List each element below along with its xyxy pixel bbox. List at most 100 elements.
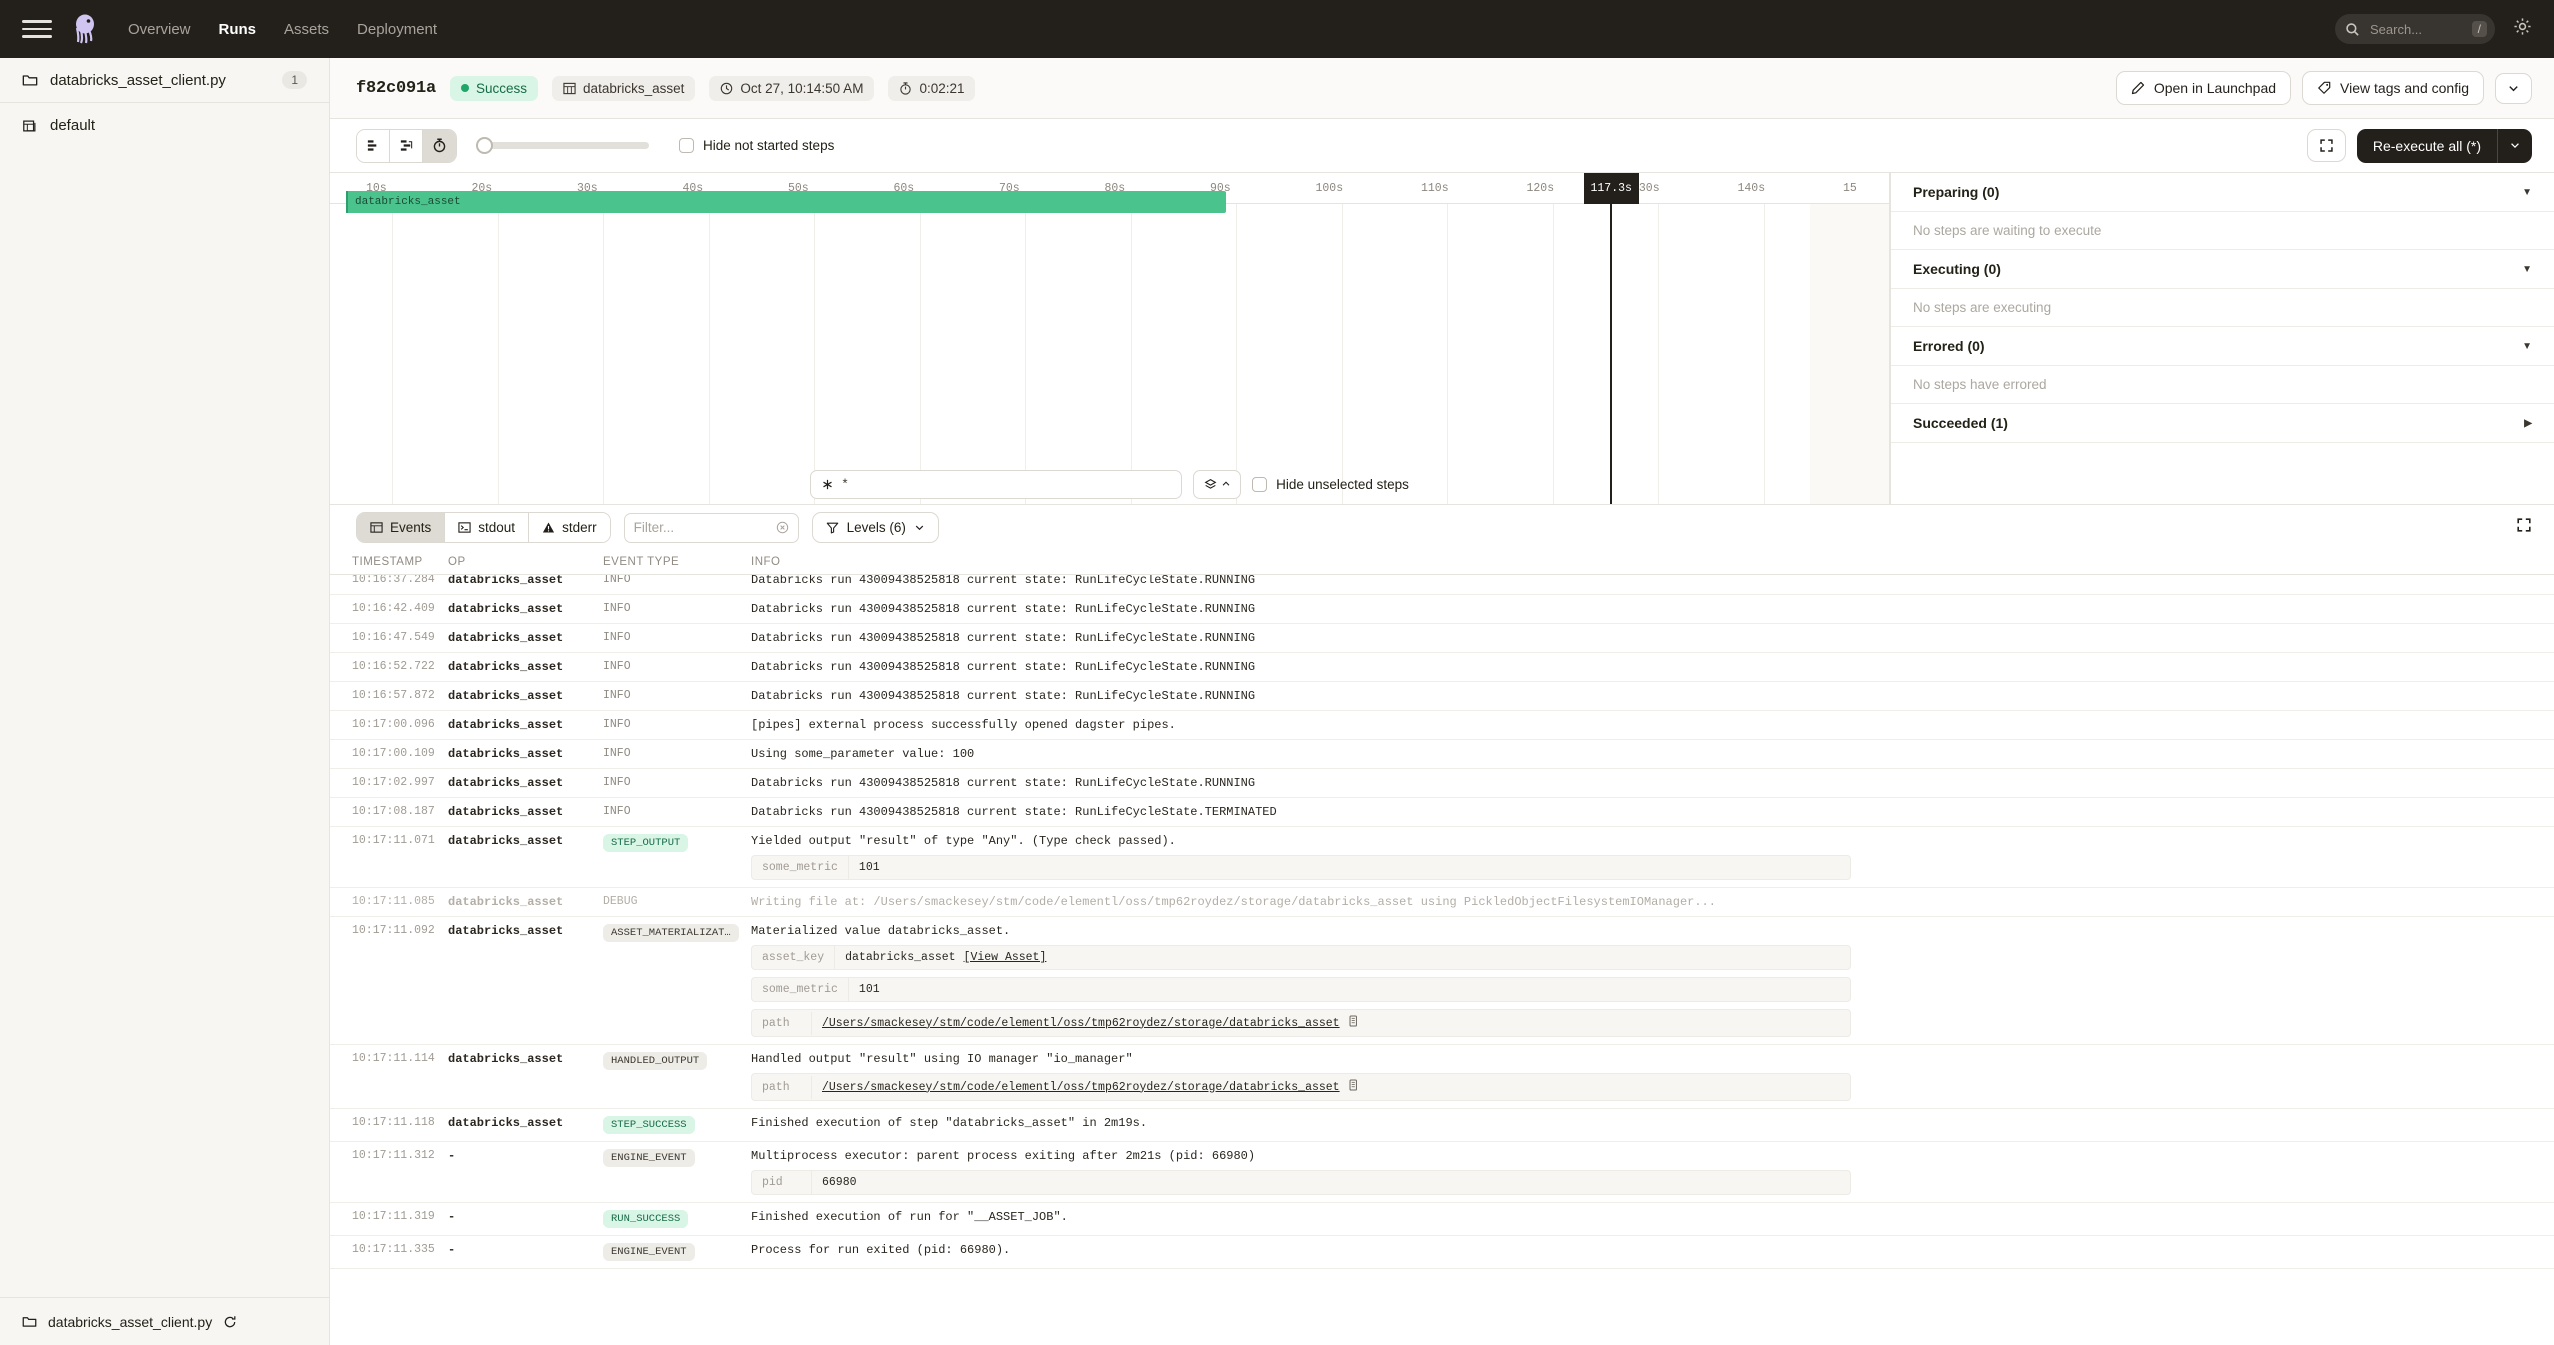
gantt-tick-label: 15: [1843, 182, 1857, 195]
hamburger-icon[interactable]: [22, 14, 52, 44]
hide-unselected-steps-label: Hide unselected steps: [1276, 476, 1409, 492]
chevron-right-icon[interactable]: ▶: [2524, 417, 2532, 429]
event-type-badge: RUN_SUCCESS: [603, 1210, 689, 1228]
chevron-down-icon[interactable]: ▼: [2522, 186, 2532, 198]
chevron-down-icon[interactable]: ▼: [2522, 340, 2532, 352]
re-execute-caret-icon[interactable]: [2497, 128, 2532, 163]
log-cell-timestamp: 10:16:57.872: [352, 689, 435, 702]
log-cell-event-type: INFO: [603, 718, 631, 731]
log-message: Using some_parameter value: 100: [751, 747, 975, 761]
table-row[interactable]: 10:17:00.096 databricks_asset INFO [pipes] …: [330, 711, 2554, 740]
table-row[interactable]: 10:16:57.872 databricks_asset INFO Databric…: [330, 682, 2554, 711]
log-message: Materialized value databricks_asset.: [751, 924, 1011, 938]
log-cell-event-type: INFO: [603, 660, 631, 673]
gantt-gridline: [1341, 204, 1343, 504]
status-section-header[interactable]: Preparing (0) ▼: [1891, 173, 2554, 212]
log-filter-input[interactable]: Filter...: [623, 512, 799, 543]
table-row[interactable]: 10:16:37.284 databricks_asset INFO Databric…: [330, 575, 2554, 595]
status-section-header[interactable]: Executing (0) ▼: [1891, 250, 2554, 289]
copy-icon[interactable]: [1348, 1015, 1359, 1031]
step-query-input[interactable]: *: [810, 469, 1183, 499]
dagster-logo[interactable]: [68, 12, 102, 46]
gantt-bar[interactable]: databricks_asset: [346, 191, 1226, 213]
checkbox-box[interactable]: [679, 138, 694, 153]
status-badge: Success: [450, 75, 539, 101]
status-section-title: Errored (0): [1913, 338, 1985, 354]
log-cell-op: databricks_asset: [448, 660, 564, 674]
hide-not-started-steps-checkbox[interactable]: Hide not started steps: [679, 138, 834, 153]
global-search-button[interactable]: Search... /: [2335, 14, 2495, 44]
gantt-plot-area: databricks_asset: [330, 173, 1889, 504]
status-section-header[interactable]: Succeeded (1) ▶: [1891, 404, 2554, 443]
status-dot-icon: [461, 84, 470, 92]
status-section-header[interactable]: Errored (0) ▼: [1891, 327, 2554, 366]
log-cell-op: -: [448, 1149, 456, 1163]
table-row[interactable]: 10:17:11.319- RUN_SUCCESS Finished executi…: [330, 1203, 2554, 1236]
table-row[interactable]: 10:17:11.085 databricks_asset DEBUG Writing…: [330, 888, 2554, 917]
view-asset-link[interactable]: [View Asset]: [963, 951, 1047, 964]
nav-link-assets[interactable]: Assets: [284, 20, 330, 38]
flat-view-icon[interactable]: [357, 129, 390, 162]
event-type-badge: STEP_OUTPUT: [603, 834, 689, 852]
log-cell-timestamp: 10:16:37.284: [352, 575, 435, 586]
gantt-zoom-slider[interactable]: [476, 137, 649, 154]
table-row[interactable]: 10:17:11.071 databricks_asset STEP_OUTPUT Y…: [330, 827, 2554, 888]
slider-thumb[interactable]: [476, 137, 493, 154]
waterfall-view-icon[interactable]: [390, 129, 423, 162]
table-row[interactable]: 10:17:02.997 databricks_asset INFO Databric…: [330, 769, 2554, 798]
hide-unselected-steps-checkbox[interactable]: Hide unselected steps: [1252, 476, 1409, 492]
sidebar-footer-label: databricks_asset_client.py: [48, 1313, 213, 1330]
expand-logs-button[interactable]: [2516, 517, 2532, 538]
chevron-down-icon[interactable]: ▼: [2522, 263, 2532, 275]
log-message: Databricks run 43009438525818 current st…: [751, 776, 1256, 790]
table-row[interactable]: 10:17:11.092 databricks_asset ASSET_MATERI…: [330, 917, 2554, 1045]
re-execute-all-button[interactable]: Re-execute all (*): [2356, 128, 2532, 163]
table-row[interactable]: 10:16:52.722 databricks_asset INFO Databric…: [330, 653, 2554, 682]
table-row[interactable]: 10:17:11.114 databricks_asset HANDLED_OUTP…: [330, 1045, 2554, 1109]
view-tags-and-config-button[interactable]: View tags and config: [2302, 71, 2484, 105]
event-type-badge: ENGINE_EVENT: [603, 1243, 695, 1261]
table-row[interactable]: 10:17:11.312- ENGINE_EVENT Multiprocess ex…: [330, 1142, 2554, 1203]
table-row[interactable]: 10:17:11.118 databricks_asset STEP_SUCCESS…: [330, 1109, 2554, 1142]
log-cell-info: Process for run exited (pid: 66980).: [751, 1236, 2554, 1268]
log-levels-button[interactable]: Levels (6): [811, 512, 939, 543]
metadata-value-text[interactable]: /Users/smackesey/stm/code/elementl/oss/t…: [822, 1016, 1340, 1030]
nav-link-overview[interactable]: Overview: [128, 20, 191, 38]
table-row[interactable]: 10:17:11.335- ENGINE_EVENT Process for run…: [330, 1236, 2554, 1269]
expand-gantt-button[interactable]: [2306, 129, 2346, 162]
gantt-gridline: [1236, 204, 1237, 504]
terminal-icon: [458, 522, 471, 533]
log-filter-placeholder: Filter...: [633, 520, 675, 535]
timing-view-icon[interactable]: [423, 129, 456, 162]
tab-stdout[interactable]: stdout: [445, 513, 530, 542]
nav-link-deployment[interactable]: Deployment: [357, 20, 438, 38]
open-in-launchpad-button[interactable]: Open in Launchpad: [2115, 71, 2292, 105]
open-in-launchpad-label: Open in Launchpad: [2153, 80, 2277, 96]
gear-icon[interactable]: [2513, 17, 2532, 41]
step-selection-layers-button[interactable]: [1193, 469, 1242, 499]
run-more-actions-button[interactable]: [2495, 72, 2532, 104]
log-cell-op: -: [448, 1210, 456, 1224]
column-header-op: OP: [448, 556, 466, 568]
table-row[interactable]: 10:17:08.187 databricks_asset INFO Databric…: [330, 798, 2554, 827]
slider-track[interactable]: [476, 137, 649, 154]
tab-events[interactable]: Events: [357, 513, 446, 542]
tab-stderr[interactable]: stderr: [529, 513, 610, 542]
log-cell-info: Databricks run 43009438525818 current st…: [751, 769, 2554, 797]
nav-link-runs[interactable]: Runs: [218, 20, 257, 38]
copy-icon[interactable]: [1348, 1079, 1359, 1095]
gantt-chart[interactable]: 10s 20s 30s 40s 50s 60s 70s 80s 90s 100s 110s 120s 1…: [330, 173, 1890, 504]
checkbox-box[interactable]: [1252, 476, 1268, 492]
metadata-value-text[interactable]: /Users/smackesey/stm/code/elementl/oss/t…: [822, 1080, 1340, 1094]
sidebar-footer-reload[interactable]: databricks_asset_client.py: [0, 1297, 329, 1345]
log-cell-event-type: INFO: [603, 747, 631, 760]
sidebar-item-repository[interactable]: databricks_asset_client.py 1: [0, 58, 329, 103]
table-row[interactable]: 10:17:00.109 databricks_asset INFO Using so…: [330, 740, 2554, 769]
log-row-list[interactable]: 10:16:37.284 databricks_asset INFO Databric…: [330, 575, 2554, 1345]
status-section-title: Preparing (0): [1913, 184, 2000, 200]
table-row[interactable]: 10:16:47.549 databricks_asset INFO Databric…: [330, 624, 2554, 653]
table-row[interactable]: 10:16:42.409 databricks_asset INFO Databric…: [330, 595, 2554, 624]
gantt-tick-label: 100s: [1315, 182, 1344, 195]
job-name-badge[interactable]: databricks_asset: [552, 75, 696, 101]
sidebar-item-default[interactable]: default: [0, 103, 329, 148]
